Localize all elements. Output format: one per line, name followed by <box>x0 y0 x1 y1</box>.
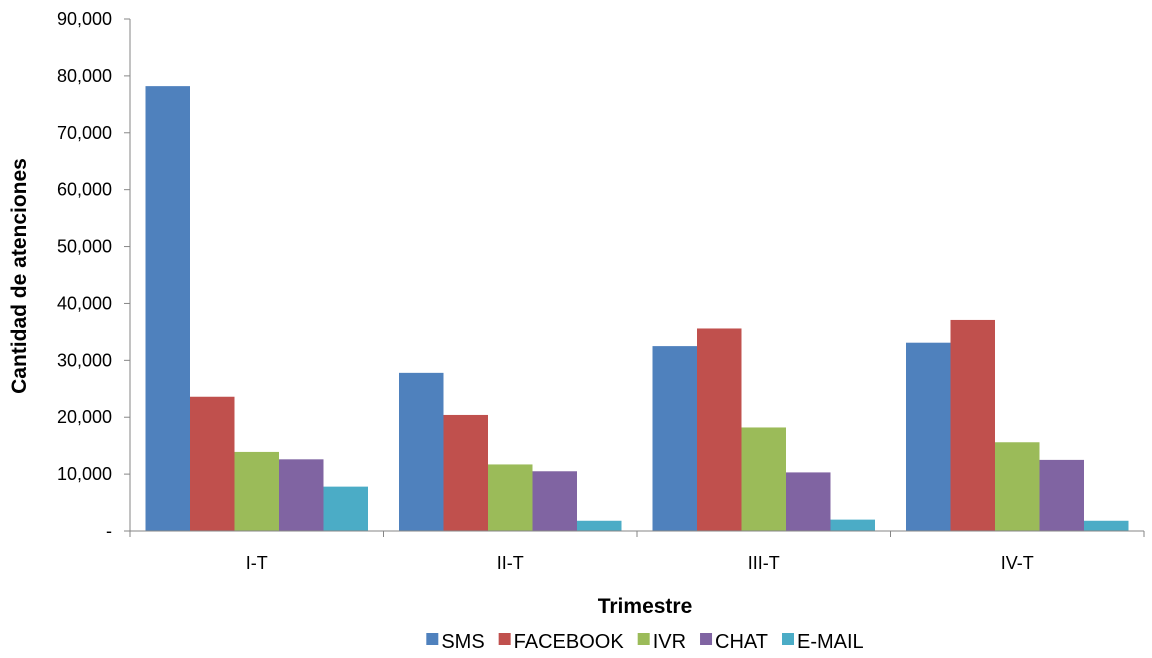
bar-chat-iv-t <box>1040 460 1085 531</box>
bar-ivr-iii-t <box>742 427 787 531</box>
legend: SMS FACEBOOK IVR CHAT E-MAIL <box>426 631 863 653</box>
y-axis-ticks: - 10,000 20,000 30,000 40,000 50,000 60,000 70,… <box>57 9 130 541</box>
legend-item: SMS <box>426 631 484 653</box>
y-tick-label: 60,000 <box>57 180 112 200</box>
bar-e-mail-iii-t <box>831 520 876 531</box>
bar-e-mail-i-t <box>324 487 369 531</box>
bar-sms-iii-t <box>653 346 698 531</box>
y-tick-label: 90,000 <box>57 9 112 29</box>
bar-facebook-ii-t <box>444 415 489 531</box>
bar-e-mail-iv-t <box>1084 521 1129 531</box>
y-tick-label: 20,000 <box>57 407 112 427</box>
bar-facebook-i-t <box>190 397 235 531</box>
y-tick-label: 70,000 <box>57 123 112 143</box>
legend-label: IVR <box>653 631 686 653</box>
bar-sms-i-t <box>146 86 191 531</box>
bar-chat-i-t <box>279 459 324 531</box>
y-tick-label: 30,000 <box>57 350 112 370</box>
legend-item: FACEBOOK <box>499 631 625 653</box>
x-axis-ticks: I-T II-T III-T IV-T <box>130 531 1144 573</box>
bar-chat-iii-t <box>786 472 831 531</box>
bar-ivr-ii-t <box>488 464 533 531</box>
y-tick-label: 10,000 <box>57 464 112 484</box>
x-tick-label: IV-T <box>1001 553 1034 573</box>
legend-swatch <box>499 633 511 645</box>
legend-label: E-MAIL <box>797 631 864 653</box>
legend-label: SMS <box>441 631 484 653</box>
legend-swatch <box>700 633 712 645</box>
legend-label: CHAT <box>715 631 768 653</box>
legend-item: IVR <box>638 631 686 653</box>
x-axis-title: Trimestre <box>598 595 693 618</box>
y-tick-label: 50,000 <box>57 237 112 257</box>
bar-e-mail-ii-t <box>577 521 622 531</box>
bar-sms-iv-t <box>906 343 951 531</box>
x-tick-label: III-T <box>748 553 780 573</box>
legend-item: CHAT <box>700 631 768 653</box>
bar-facebook-iii-t <box>697 328 742 531</box>
bar-ivr-iv-t <box>995 442 1040 531</box>
x-tick-label: II-T <box>497 553 524 573</box>
bar-sms-ii-t <box>399 373 444 531</box>
bar-facebook-iv-t <box>951 320 996 531</box>
y-tick-label: 40,000 <box>57 293 112 313</box>
bars-layer <box>146 86 1129 531</box>
bar-chat-ii-t <box>533 471 578 531</box>
x-tick-label: I-T <box>246 553 268 573</box>
bar-ivr-i-t <box>235 452 280 531</box>
legend-swatch <box>638 633 650 645</box>
legend-item: E-MAIL <box>782 631 864 653</box>
y-tick-label: 80,000 <box>57 66 112 86</box>
y-axis-title: Cantidad de atenciones <box>8 158 31 394</box>
y-tick-label: - <box>106 521 112 541</box>
legend-swatch <box>426 633 438 645</box>
legend-swatch <box>782 633 794 645</box>
legend-label: FACEBOOK <box>514 631 625 653</box>
